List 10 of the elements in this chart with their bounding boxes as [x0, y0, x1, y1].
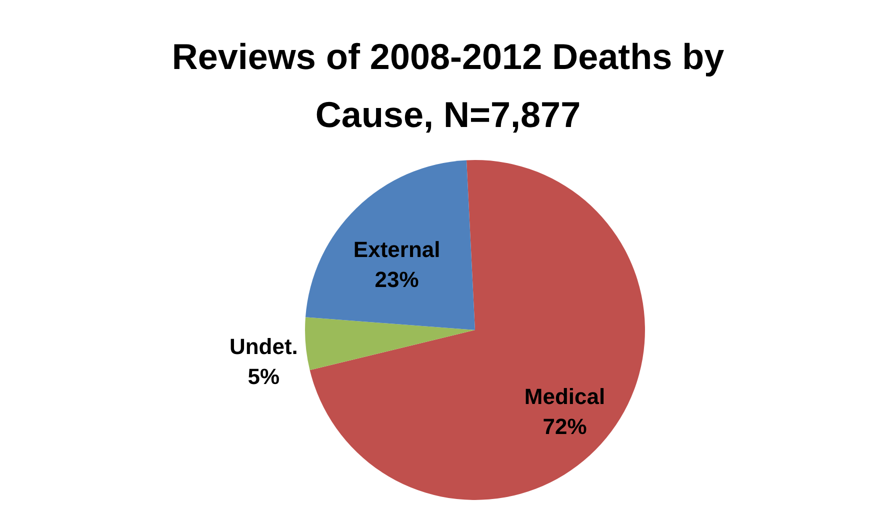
pie-slice [305, 317, 475, 370]
pie-slice [310, 160, 645, 500]
data-label: 23% [374, 266, 419, 292]
chart-title: Reviews of 2008-2012 Deaths by Cause, N=7,877 [172, 36, 724, 135]
slice-label: External [353, 236, 440, 262]
slice-label: Medical [524, 384, 606, 409]
data-label: 72% [542, 414, 587, 439]
pie-slice [305, 160, 475, 330]
data-label: 5% [248, 364, 280, 390]
slice-label: Undet. [229, 334, 298, 360]
